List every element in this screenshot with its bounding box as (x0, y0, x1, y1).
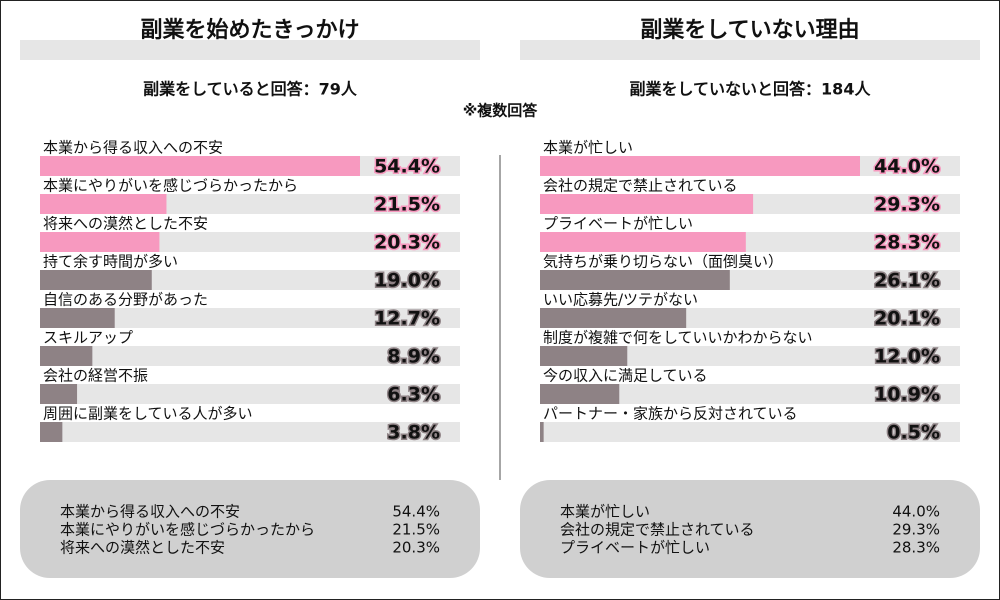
category-label: いい応募先/ツテがない (543, 291, 698, 309)
bar-track (540, 422, 960, 442)
category-label: 本業が忙しい (543, 139, 633, 157)
bar (540, 308, 687, 328)
bar (40, 308, 115, 328)
bar (40, 232, 160, 252)
summary-category: 本業から得る収入への不安 (60, 503, 240, 521)
category-label: 制度が複雑で何をしていいかわからない (543, 329, 813, 347)
chart-title: 副業をしていない理由 (640, 18, 859, 43)
chart-subtitle: 副業をしていないと回答：184人 (630, 80, 872, 99)
category-label: 周囲に副業をしている人が多い (43, 405, 253, 423)
summary-value: 20.3% (392, 539, 440, 557)
category-label: 本業から得る収入への不安 (43, 139, 223, 157)
category-label: 本業にやりがいを感じづらかったから (43, 177, 298, 195)
value-label: 6.3% (387, 384, 440, 406)
summary-value: 54.4% (392, 503, 440, 521)
bar (540, 422, 544, 442)
category-label: 気持ちが乗り切らない（面倒臭い） (543, 253, 783, 271)
summary-value: 44.0% (892, 503, 940, 521)
summary-category: 本業にやりがいを感じづらかったから (60, 521, 315, 539)
category-label: 今の収入に満足している (543, 367, 708, 385)
summary-category: 会社の規定で禁止されている (560, 521, 755, 539)
bar (540, 194, 754, 214)
bar (540, 232, 746, 252)
category-label: パートナー・家族から反対されている (543, 405, 798, 423)
category-label: 持て余す時間が多い (43, 253, 178, 271)
value-label: 20.1% (874, 308, 940, 330)
category-label: 将来への漠然とした不安 (43, 215, 208, 233)
value-label: 19.0% (374, 270, 440, 292)
bar (40, 194, 167, 214)
chart-subtitle: 副業をしていると回答：79人 (143, 80, 358, 99)
value-label: 54.4% (374, 156, 440, 178)
summary-value: 28.3% (892, 539, 940, 557)
bar-track (540, 384, 960, 404)
bar (40, 270, 152, 290)
bar (540, 270, 730, 290)
value-label: 12.7% (374, 308, 440, 330)
chart-title: 副業を始めたきっかけ (140, 17, 359, 43)
value-label: 26.1% (874, 270, 940, 292)
bar (40, 422, 63, 442)
value-label: 3.8% (387, 422, 440, 444)
title-band (20, 40, 480, 60)
value-label: 10.9% (874, 384, 940, 406)
category-label: プライベートが忙しい (543, 215, 693, 233)
value-label: 12.0% (874, 346, 940, 368)
bar-track (40, 346, 460, 366)
category-label: 会社の経営不振 (43, 367, 148, 385)
bar (540, 346, 628, 366)
summary-value: 29.3% (892, 521, 940, 539)
summary-category: 将来への漠然とした不安 (60, 539, 225, 557)
bar-track (40, 384, 460, 404)
value-label: 28.3% (874, 232, 940, 254)
summary-box (520, 480, 980, 578)
bar (540, 156, 860, 176)
summary-box (20, 480, 480, 578)
value-label: 0.5% (887, 422, 940, 444)
bar (40, 384, 78, 404)
note: ※複数回答 (463, 102, 539, 120)
title-band (520, 40, 980, 60)
value-label: 29.3% (874, 194, 940, 216)
bar-track (540, 346, 960, 366)
value-label: 20.3% (374, 232, 440, 254)
category-label: 会社の規定で禁止されている (543, 177, 738, 195)
value-label: 8.9% (387, 346, 440, 368)
bar (40, 346, 93, 366)
bar-track (40, 308, 460, 328)
bar (540, 384, 620, 404)
category-label: スキルアップ (43, 329, 133, 347)
summary-category: プライベートが忙しい (560, 539, 710, 557)
bar-track (40, 422, 460, 442)
category-label: 自信のある分野があった (43, 291, 208, 309)
value-label: 21.5% (374, 194, 440, 216)
summary-category: 本業が忙しい (560, 503, 650, 521)
bar (40, 156, 360, 176)
summary-value: 21.5% (392, 521, 440, 539)
value-label: 44.0% (874, 156, 940, 178)
